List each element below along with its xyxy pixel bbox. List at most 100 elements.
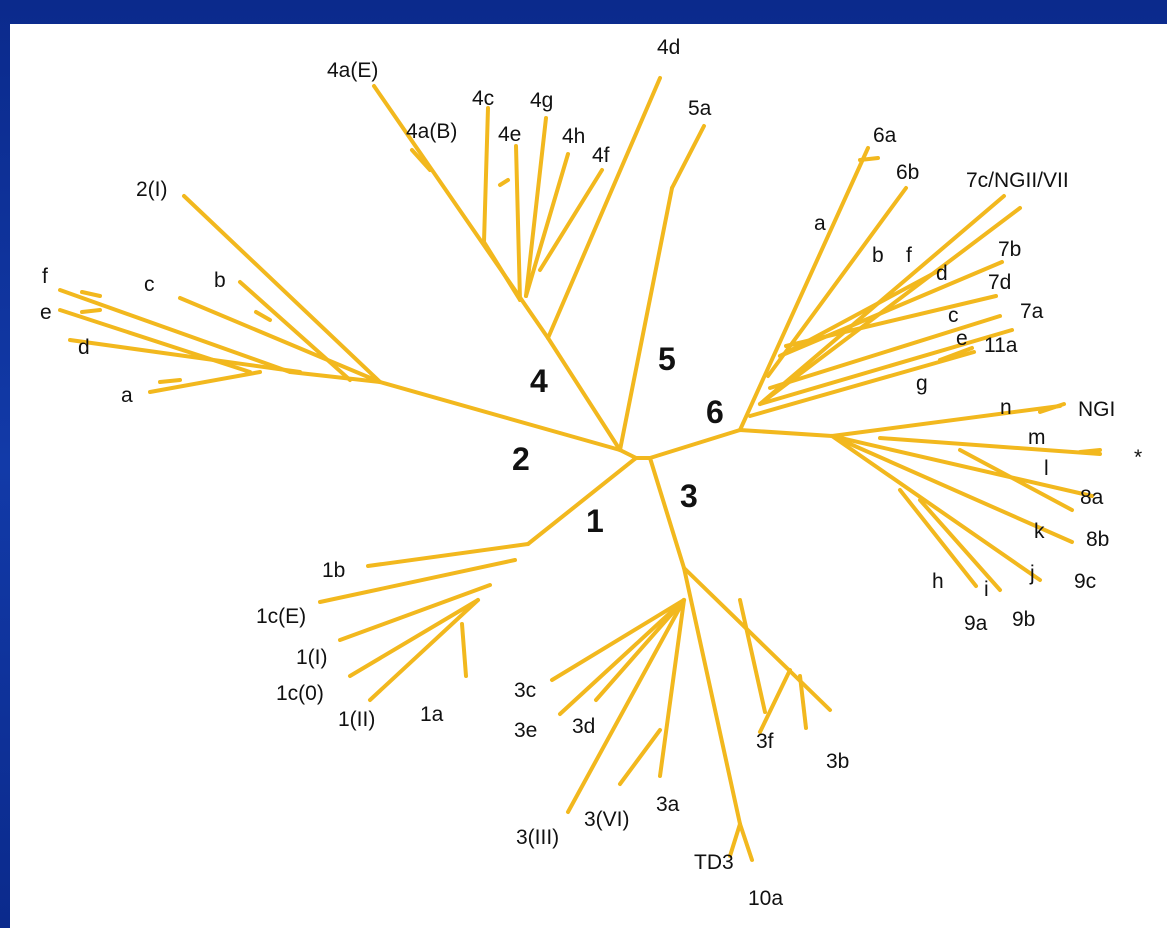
tree-branch (148, 370, 262, 394)
tree-branch (738, 428, 834, 438)
tree-labels: 1 2 3 4 5 6 1b 1c(E) 1(I) 1c(0) 1(II) 1a… (40, 36, 1142, 910)
tree-branch (830, 434, 1094, 498)
leaf-label: 3b (826, 750, 849, 773)
leaf-label: 1c(E) (256, 605, 306, 628)
tree-branch (898, 488, 978, 588)
leaf-label: 7c/NGII/VII (966, 169, 1069, 192)
leaf-label: 9b (1012, 608, 1035, 631)
clade-label-6: 6 (706, 394, 724, 430)
tree-branch (918, 498, 1002, 592)
leaf-label: k (1034, 520, 1045, 543)
tree-branch (566, 598, 686, 814)
leaf-label: 3f (756, 730, 774, 753)
leaf-label: 7b (998, 238, 1021, 261)
tree-branch (958, 448, 1074, 512)
tree-branch (682, 566, 832, 712)
leaf-label: h (932, 570, 944, 593)
leaf-label: e (40, 301, 52, 324)
leaf-label: 2(I) (136, 178, 168, 201)
tree-branch (524, 152, 570, 298)
leaf-label: 1(I) (296, 646, 328, 669)
leaf-label: 1(II) (338, 708, 375, 731)
tree-branch (288, 370, 382, 384)
leaf-label: b (872, 244, 884, 267)
tree-branch (618, 728, 662, 786)
leaf-label: n (1000, 396, 1012, 419)
clade-label-1: 1 (586, 503, 604, 539)
leaf-label: 9c (1074, 570, 1096, 593)
leaf-label: 4h (562, 125, 585, 148)
tree-branch (546, 336, 622, 452)
tree-branch (670, 124, 706, 190)
tree-branch (878, 436, 1102, 456)
tree-branch (526, 456, 638, 546)
clade-label-3: 3 (680, 478, 698, 514)
tree-branch (758, 206, 1022, 406)
tree-branch (366, 542, 530, 568)
tree-branch (784, 294, 998, 348)
leaf-label: 3(VI) (584, 808, 630, 831)
tree-branch (758, 668, 792, 734)
tree-branch (938, 346, 974, 362)
leaf-label: 1b (322, 559, 345, 582)
tree-branch (68, 338, 302, 374)
leaf-label: a (814, 212, 826, 235)
tree-branch (238, 280, 352, 382)
leaf-label: * (1134, 446, 1142, 469)
leaf-label: a (121, 384, 133, 407)
tree-branch (830, 404, 1062, 438)
leaf-label: 3c (514, 679, 536, 702)
tree-branch (546, 76, 662, 340)
tree-branch (524, 116, 548, 298)
tree-branch (738, 598, 767, 714)
leaf-label: TD3 (694, 851, 734, 874)
tree-branch (338, 583, 492, 642)
tree-branch (318, 558, 517, 604)
tree-branch (594, 598, 686, 702)
leaf-label: d (78, 336, 90, 359)
tree-branch (348, 598, 480, 678)
leaf-label: b (214, 269, 226, 292)
tree-branch (550, 598, 686, 682)
tree-branch (798, 674, 808, 730)
leaf-label: 1a (420, 703, 444, 726)
leaf-label: i (984, 578, 989, 601)
leaf-label: 5a (688, 97, 712, 120)
tree-branch (410, 148, 432, 172)
tree-branch (618, 186, 674, 452)
leaf-label: NGI (1078, 398, 1115, 421)
tree-branch (378, 380, 622, 452)
tree-branch (648, 428, 742, 460)
tree-branch (178, 296, 382, 384)
tree-branch (858, 156, 880, 162)
leaf-label: 1c(0) (276, 682, 324, 705)
tree-branch (682, 566, 742, 826)
leaf-label: 7a (1020, 300, 1044, 323)
clade-label-2: 2 (512, 441, 530, 477)
tree-branches (58, 76, 1102, 862)
tree-branch (80, 290, 102, 298)
tree-branch (558, 598, 686, 716)
leaf-label: f (906, 244, 912, 267)
leaf-label: 4a(E) (327, 59, 378, 82)
leaf-label: 8a (1080, 486, 1104, 509)
tree-branch (498, 178, 510, 187)
tree-branch (758, 328, 1014, 406)
leaf-label: 9a (964, 612, 988, 635)
leaf-label: j (1029, 562, 1035, 585)
leaf-label: 3e (514, 719, 537, 742)
clade-label-4: 4 (530, 363, 548, 399)
tree-branch (460, 622, 468, 678)
tree-branch (728, 822, 742, 858)
leaf-label: c (948, 304, 959, 327)
tree-branch (830, 434, 1074, 544)
leaf-label: l (1044, 457, 1049, 480)
tree-branch (830, 434, 1042, 582)
tree-branch (648, 456, 686, 570)
leaf-label: 4a(B) (406, 120, 457, 143)
tree-branch (768, 314, 1002, 390)
leaf-label: m (1028, 426, 1046, 449)
tree-branch (482, 240, 522, 302)
leaf-label: 11a (984, 334, 1018, 357)
leaf-label: g (916, 372, 928, 395)
